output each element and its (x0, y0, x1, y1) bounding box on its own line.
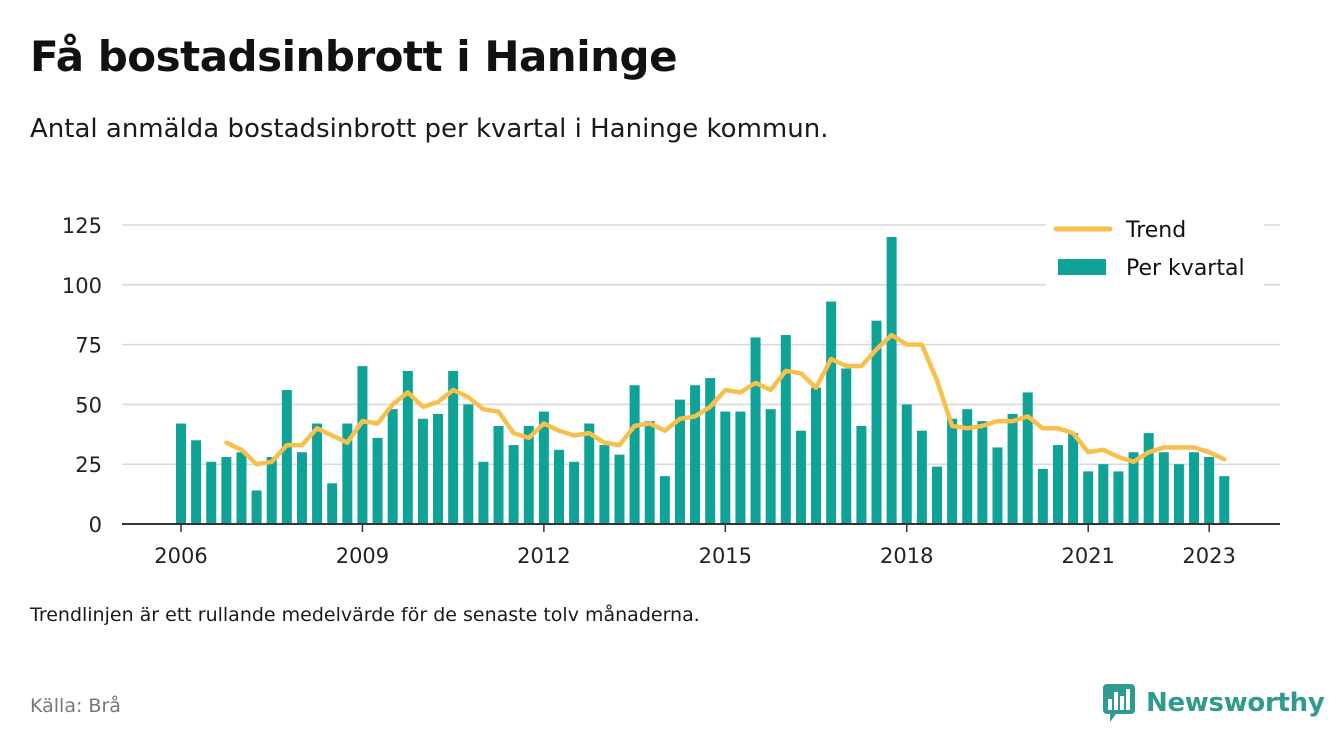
brand-logo: Newsworthy (1102, 682, 1325, 724)
bar-2021-Q1 (1083, 471, 1094, 524)
footnote: Trendlinjen är ett rullande medelvärde f… (30, 604, 700, 626)
bar-2006-Q3 (206, 461, 217, 524)
y-tick-label: 75 (75, 334, 102, 358)
bar-2007-Q4 (281, 390, 292, 524)
newsworthy-icon (1103, 684, 1135, 722)
bar-2012-Q3 (569, 461, 580, 524)
bar-2008-Q3 (327, 483, 338, 524)
bar-2022-Q3 (1173, 464, 1184, 524)
bar-2016-Q1 (780, 335, 791, 524)
bar-2014-Q3 (690, 385, 701, 524)
bar-2008-Q1 (296, 452, 307, 524)
y-tick-label: 50 (75, 393, 102, 417)
bar-2015-Q1 (720, 411, 731, 524)
y-tick-label: 25 (75, 453, 102, 477)
bar-2014-Q4 (705, 378, 716, 524)
bar-2022-Q1 (1143, 433, 1154, 524)
x-tick-label: 2006 (154, 544, 207, 568)
bar-2023-Q2 (1219, 476, 1230, 524)
bar-2019-Q2 (977, 421, 988, 524)
chart-title: Få bostadsinbrott i Haninge (30, 32, 678, 81)
bar-2016-Q2 (795, 430, 806, 524)
bar-2009-Q2 (372, 437, 383, 524)
bar-2009-Q1 (357, 366, 368, 524)
bar-2015-Q4 (765, 409, 776, 524)
bar-2017-Q3 (871, 320, 882, 524)
bar-2021-Q3 (1113, 471, 1124, 524)
bar-2011-Q2 (493, 425, 504, 524)
bar-2017-Q1 (841, 368, 852, 524)
bar-2019-Q3 (992, 447, 1003, 524)
bar-2008-Q2 (312, 423, 323, 524)
x-tick-label: 2021 (1061, 544, 1114, 568)
axes: 0 25 50 75 100 125 2006 2009 2012 2015 2018 2021 202… (62, 214, 1280, 568)
bar-2020-Q4 (1068, 433, 1079, 524)
bar-2008-Q4 (342, 423, 353, 524)
bar-2007-Q3 (266, 457, 277, 524)
x-tick-label: 2012 (517, 544, 570, 568)
legend: Trend Per kvartal (1046, 210, 1264, 288)
bar-2018-Q3 (932, 466, 942, 524)
bar-2009-Q3 (387, 409, 398, 524)
y-tick-label: 100 (62, 274, 102, 298)
bar-2010-Q3 (448, 370, 459, 524)
bar-2006-Q4 (221, 457, 232, 524)
bar-2011-Q4 (523, 425, 534, 524)
bar-2017-Q4 (886, 236, 897, 524)
bar-2013-Q3 (629, 385, 640, 524)
bar-2020-Q2 (1037, 468, 1048, 524)
bar-2007-Q1 (236, 452, 247, 524)
bar-2022-Q4 (1189, 452, 1200, 524)
y-tick-label: 0 (89, 513, 102, 537)
brand-name: Newsworthy (1146, 688, 1325, 718)
bar-2012-Q2 (554, 449, 564, 524)
source-label: Källa: Brå (30, 695, 121, 717)
bar-2020-Q3 (1052, 445, 1063, 524)
bar-2017-Q2 (856, 425, 867, 524)
x-tick-label: 2015 (699, 544, 752, 568)
bar-2012-Q4 (584, 423, 595, 524)
legend-label-per-kvartal: Per kvartal (1126, 256, 1245, 281)
legend-label-trend: Trend (1125, 218, 1186, 243)
bar-2019-Q4 (1007, 413, 1018, 524)
bar-2018-Q4 (947, 418, 958, 524)
bar-2013-Q2 (614, 454, 625, 524)
bar-2021-Q4 (1128, 452, 1139, 524)
bar-2015-Q3 (750, 337, 761, 524)
bar-2016-Q3 (811, 387, 822, 524)
bar-2018-Q1 (901, 404, 912, 524)
bar-2019-Q1 (962, 409, 973, 524)
bar-2012-Q1 (538, 411, 549, 524)
bar-2010-Q1 (417, 418, 428, 524)
bar-2006-Q1 (176, 423, 186, 524)
trend-line-group (224, 332, 1227, 467)
chart-subtitle: Antal anmälda bostadsinbrott per kvartal… (30, 114, 829, 144)
bar-2013-Q4 (644, 421, 655, 524)
x-tick-label: 2023 (1182, 544, 1235, 568)
bar-2011-Q3 (508, 445, 519, 524)
bar-2018-Q2 (916, 430, 927, 524)
bar-2022-Q2 (1158, 452, 1169, 524)
bar-2009-Q4 (402, 370, 413, 524)
bar-2011-Q1 (478, 461, 489, 524)
bar-2006-Q2 (191, 440, 202, 524)
bar-2020-Q1 (1022, 392, 1033, 524)
bar-2014-Q2 (674, 399, 685, 524)
bars (176, 236, 1230, 524)
bar-2014-Q1 (659, 476, 670, 524)
x-tick-label: 2018 (880, 544, 933, 568)
bar-2007-Q2 (251, 490, 262, 524)
bar-2010-Q4 (463, 404, 474, 524)
bar-2015-Q2 (735, 411, 746, 524)
bar-2010-Q2 (433, 413, 444, 524)
bar-2016-Q4 (826, 301, 837, 524)
y-tick-label: 125 (62, 214, 102, 238)
legend-bar-swatch (1058, 259, 1106, 275)
bar-2021-Q2 (1098, 464, 1109, 524)
trend-line (224, 332, 1227, 467)
bar-2023-Q1 (1204, 457, 1215, 524)
x-tick-label: 2009 (336, 544, 389, 568)
bar-2013-Q1 (599, 445, 610, 524)
